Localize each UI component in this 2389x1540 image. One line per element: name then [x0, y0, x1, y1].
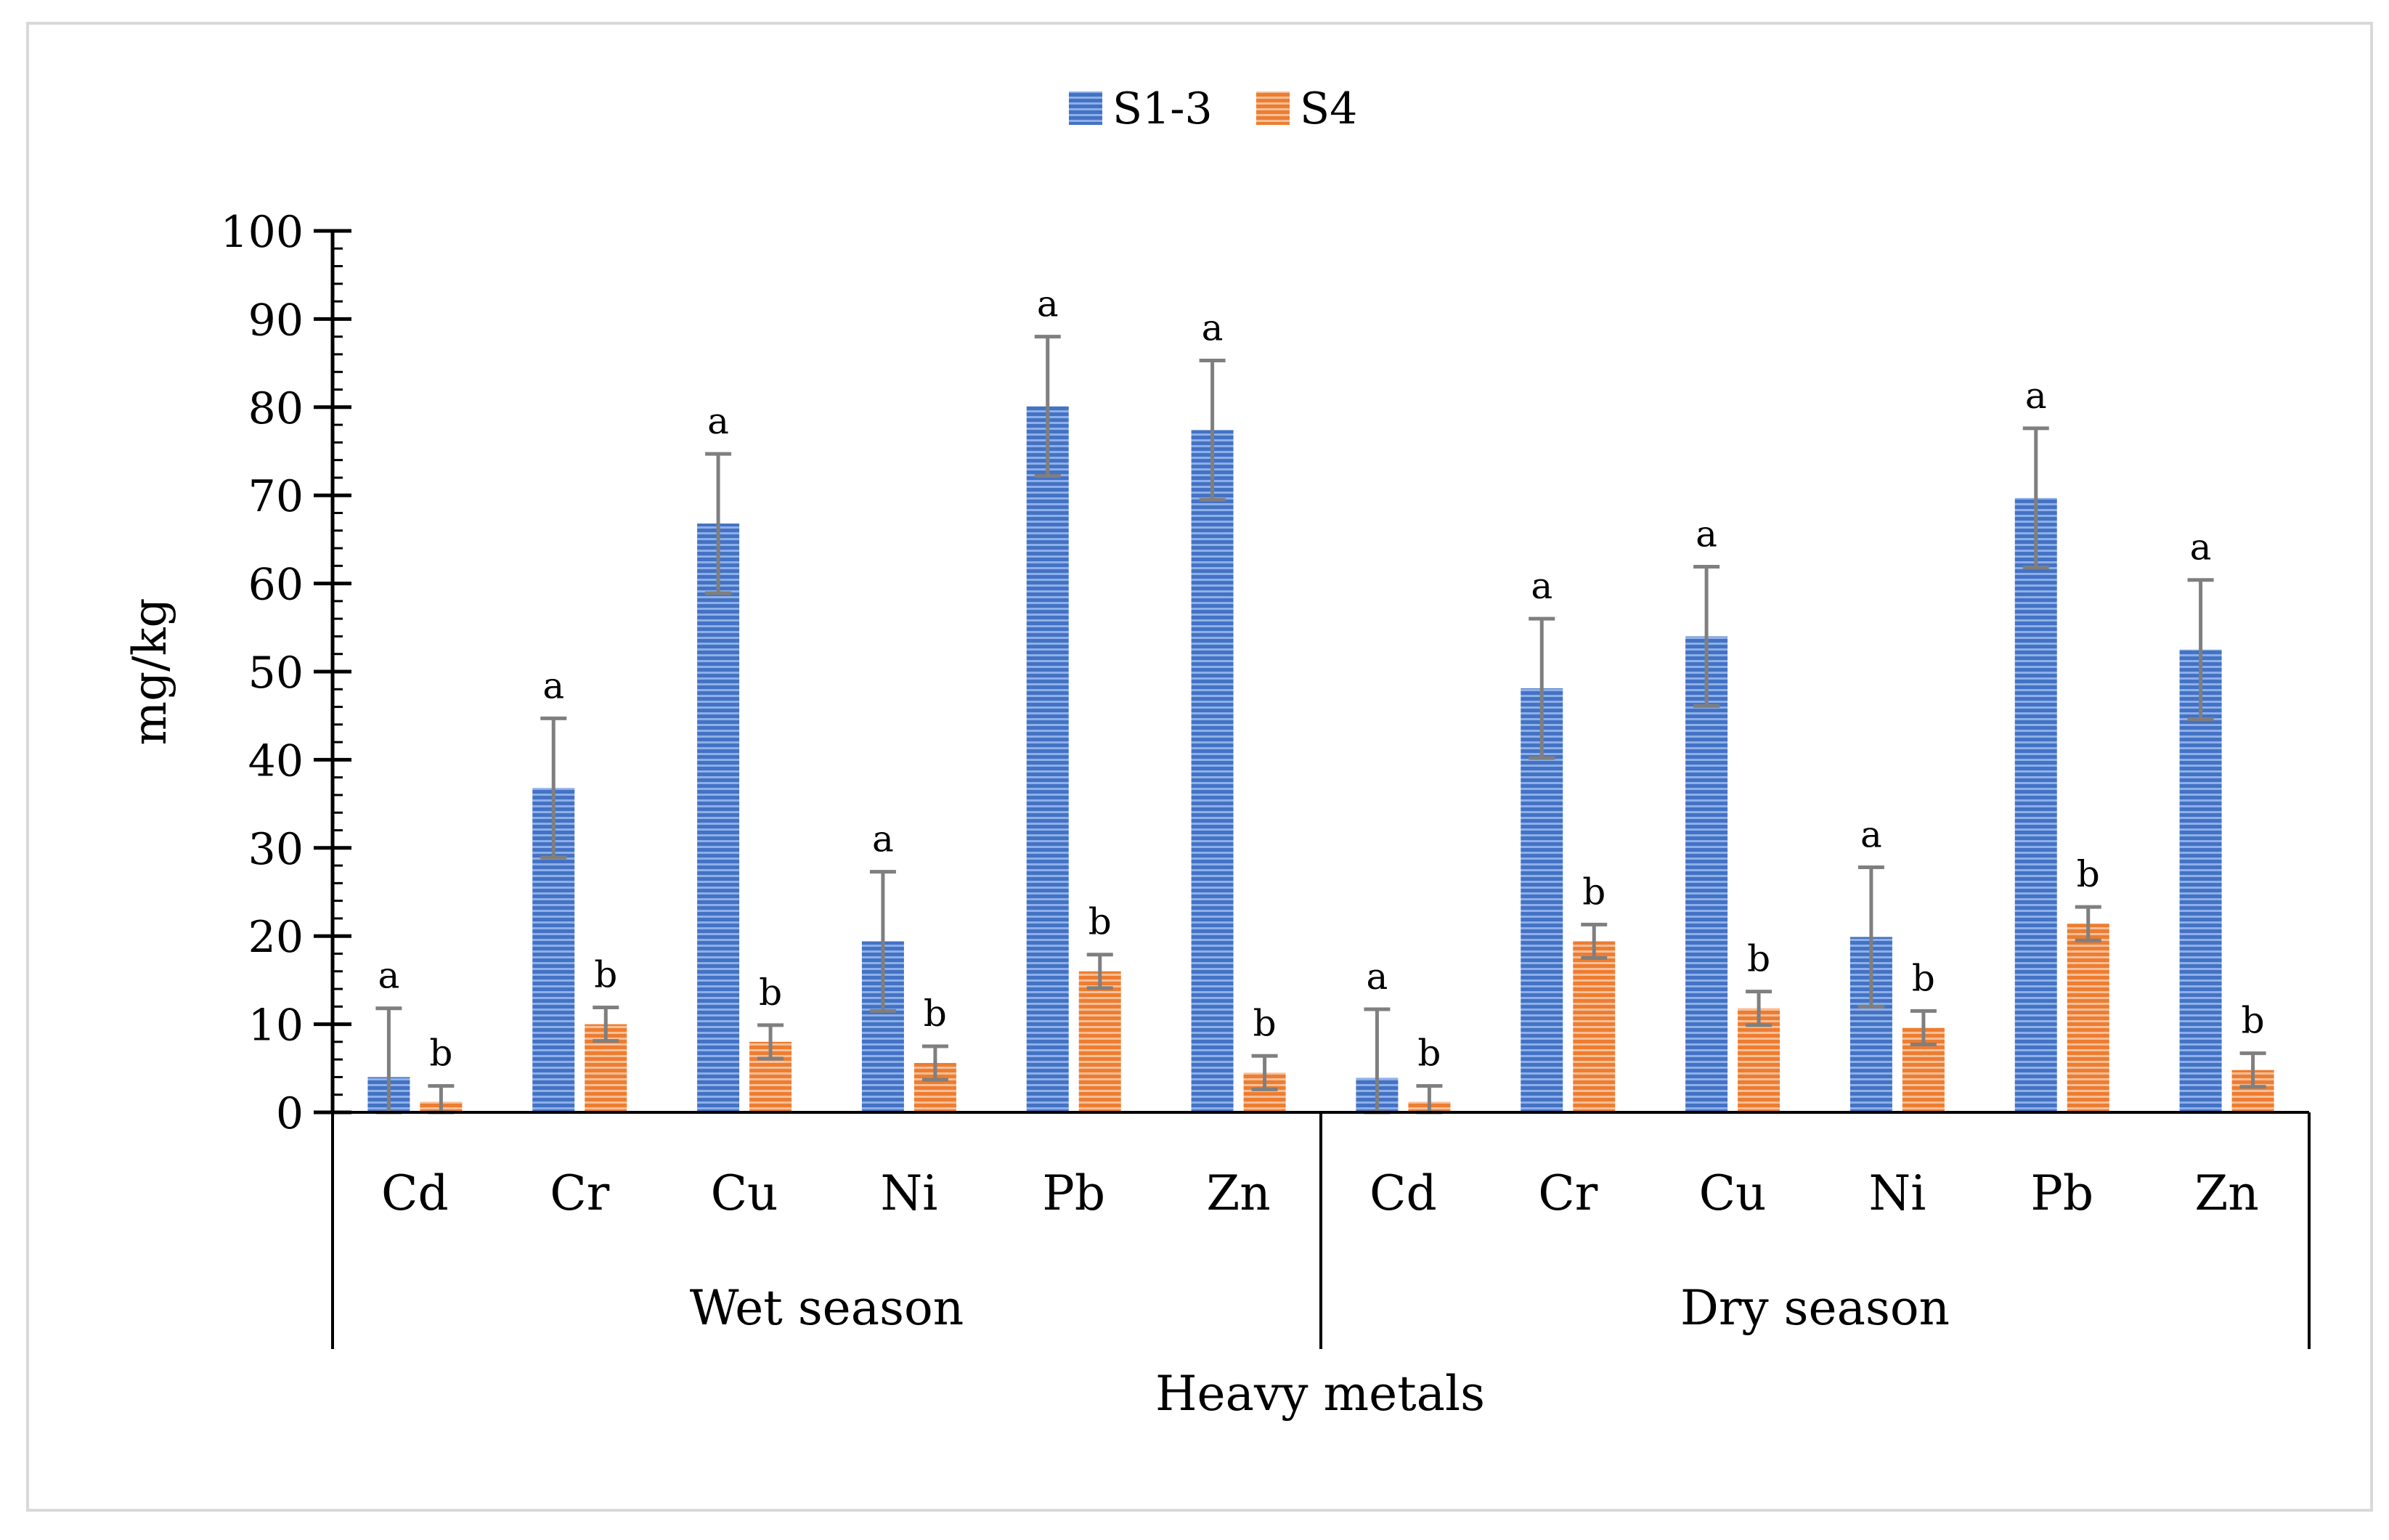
significance-label: a [1860, 814, 1882, 856]
y-tick-label: 10 [248, 1001, 304, 1051]
significance-label: a [378, 955, 400, 997]
significance-label: b [2077, 853, 2100, 895]
x-tick-label: Ni [880, 1165, 937, 1221]
x-tick-label: Cr [1538, 1165, 1598, 1221]
x-tick-label: Cd [381, 1165, 449, 1221]
significance-label: b [1417, 1032, 1441, 1075]
significance-label: a [542, 664, 564, 706]
legend-label: S4 [1300, 83, 1357, 134]
significance-label: a [1202, 306, 1224, 349]
significance-label: a [2025, 375, 2047, 417]
y-tick-label: 40 [248, 736, 304, 786]
significance-label: a [872, 818, 894, 860]
bar-s1-3-cu [1685, 636, 1728, 1112]
significance-label: b [594, 954, 617, 996]
significance-label: b [1088, 901, 1112, 943]
x-tick-label: Cd [1369, 1165, 1437, 1221]
x-axis-groups: Cd Cr Cu Ni Pb Zn Cd Cr Cu Ni Pb Zn Wet season Dry se… [331, 1112, 2311, 1349]
x-tick-label: Cr [550, 1165, 609, 1221]
x-tick-label: Pb [2030, 1165, 2093, 1221]
significance-label: b [1912, 957, 1935, 999]
x-axis-label: Heavy metals [1155, 1366, 1485, 1422]
legend: S1-3 S4 [1069, 83, 1357, 134]
significance-label: a [1531, 565, 1552, 607]
x-tick-label: Zn [1206, 1165, 1270, 1221]
y-tick-label: 80 [248, 383, 304, 434]
x-tick-label: Cu [1699, 1165, 1767, 1221]
significance-label: a [2190, 526, 2212, 569]
y-tick-label: 30 [248, 824, 304, 875]
bar-s4-pb [2067, 924, 2109, 1112]
significance-label: b [1253, 1002, 1277, 1044]
y-tick-label: 20 [248, 912, 304, 963]
significance-label: a [1037, 283, 1059, 325]
bar-s4-cr [1573, 941, 1616, 1112]
significance-label: b [924, 993, 947, 1035]
group-label: Dry season [1680, 1280, 1950, 1336]
significance-label: a [1696, 513, 1717, 555]
significance-label: b [759, 971, 782, 1014]
bar-s1-3-zn [2179, 649, 2222, 1112]
y-tick-label: 90 [248, 295, 304, 346]
x-tick-label: Ni [1868, 1165, 1926, 1221]
x-tick-label: Zn [2194, 1165, 2258, 1221]
legend-swatch-s4 [1256, 91, 1290, 125]
x-tick-label: Pb [1042, 1165, 1105, 1221]
bar-s1-3-zn [1191, 430, 1234, 1112]
y-axis-ticks: 0 10 20 30 40 50 60 70 80 90 100 [220, 207, 351, 1139]
y-axis-label: mg/kg [123, 598, 177, 746]
y-tick-label: 100 [220, 207, 304, 258]
significance-label: a [707, 400, 729, 442]
y-tick-label: 50 [248, 648, 304, 698]
significance-label: b [1747, 938, 1770, 980]
significance-label: b [429, 1032, 452, 1075]
bar-s1-3-cu [697, 523, 740, 1112]
legend-label: S1-3 [1112, 83, 1213, 134]
significance-label: b [2242, 1000, 2265, 1042]
bar-s1-3-pb [1026, 406, 1069, 1112]
group-label: Wet season [690, 1280, 964, 1336]
y-tick-label: 70 [248, 471, 304, 522]
bar-s1-3-pb [2014, 497, 2057, 1112]
legend-swatch-s1-3 [1069, 91, 1102, 125]
bar-s4-pb [1078, 971, 1121, 1112]
significance-label: a [1367, 956, 1388, 998]
x-tick-label: Cu [711, 1165, 778, 1221]
significance-label: b [1582, 871, 1605, 913]
y-tick-label: 60 [248, 560, 304, 611]
y-tick-label: 0 [276, 1088, 304, 1139]
